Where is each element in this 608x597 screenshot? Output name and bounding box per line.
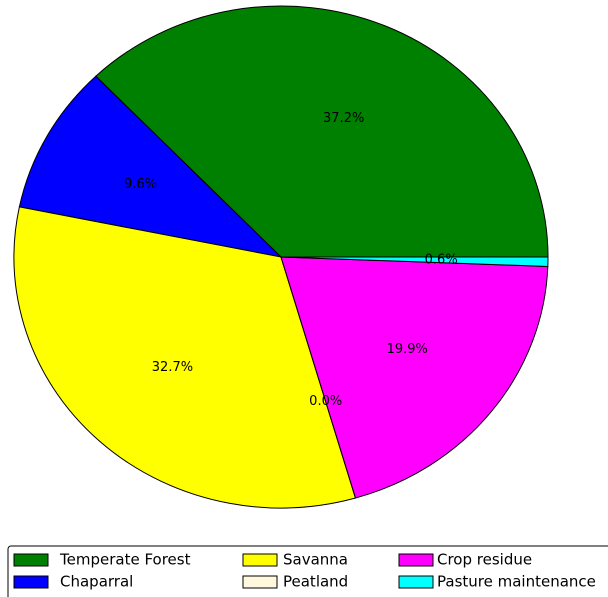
legend-swatch	[398, 553, 434, 567]
pie-slice	[18, 75, 283, 258]
data-label: 0.6%	[425, 252, 458, 267]
pie-slice	[13, 206, 357, 509]
legend: Temperate Forest Chaparral Savanna Peatland…	[13, 551, 596, 591]
data-label: 37.2%	[323, 111, 364, 126]
legend-label: Savanna	[283, 551, 348, 569]
legend-label: Temperate Forest	[59, 551, 191, 569]
legend-label: Peatland	[283, 573, 348, 591]
data-label: 9.6%	[124, 177, 157, 192]
pie-slice	[280, 256, 549, 267]
data-label: 0.0%	[309, 394, 342, 409]
pie-slice	[280, 256, 549, 499]
data-label: 32.7%	[152, 360, 193, 375]
legend-swatch	[242, 553, 278, 567]
legend-swatch	[13, 575, 49, 589]
pie: 37.2% 9.6% 32.7% 0.0% 19.9% 0.6%	[13, 5, 549, 509]
legend-box	[7, 545, 608, 597]
legend-swatch	[398, 575, 434, 589]
legend-swatch	[13, 553, 49, 567]
pie-slice	[95, 5, 549, 258]
legend-label: Crop residue	[437, 551, 532, 569]
data-label: 19.9%	[387, 342, 428, 357]
legend-label: Chaparral	[60, 573, 133, 591]
legend-label: Pasture maintenance	[437, 573, 596, 591]
legend-swatch	[242, 575, 278, 589]
